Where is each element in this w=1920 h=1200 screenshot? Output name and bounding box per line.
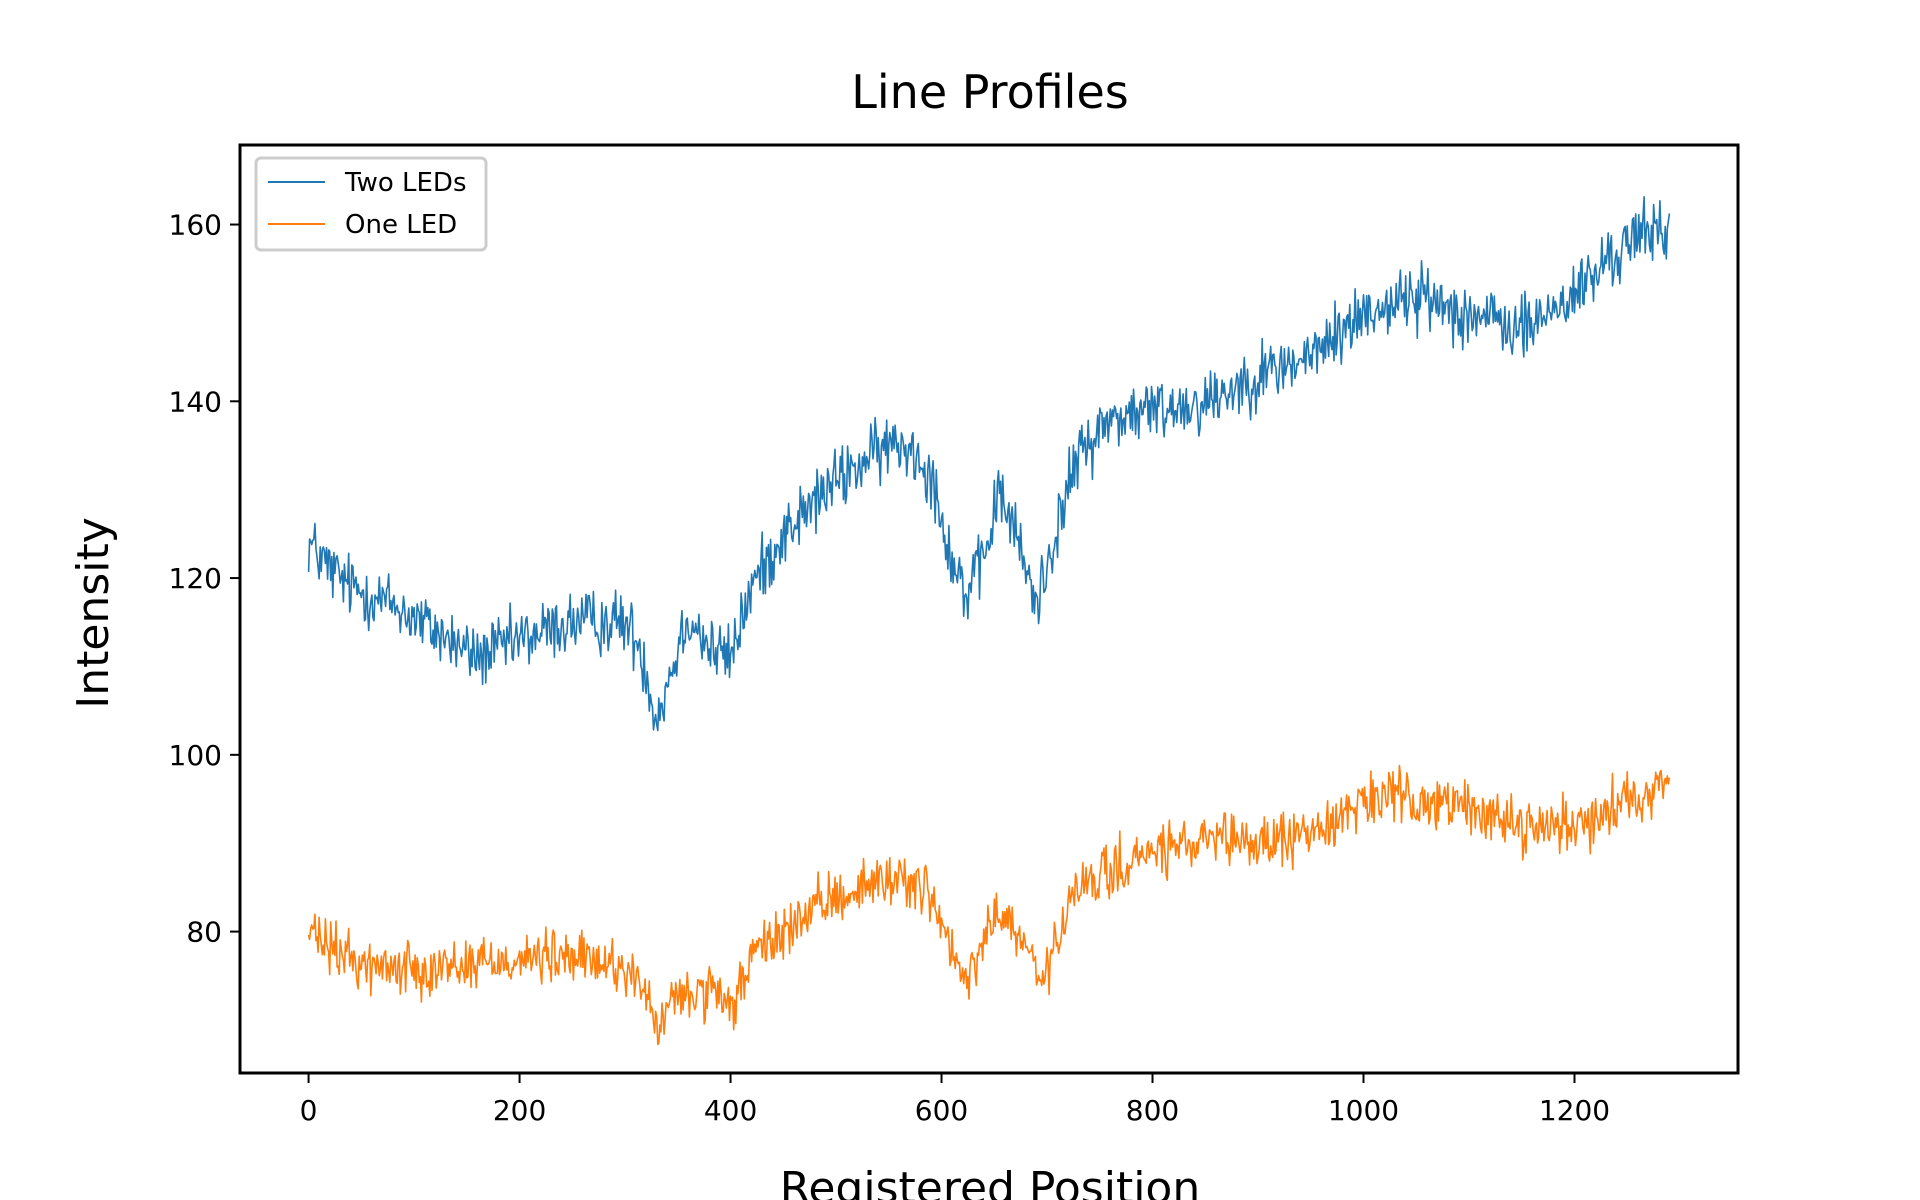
y-tick-label: 80 — [186, 916, 222, 949]
y-tick-label: 140 — [169, 385, 222, 418]
x-tick-label: 800 — [1126, 1094, 1179, 1127]
series-line-two-leds — [307, 196, 1671, 732]
legend-label-one-led: One LED — [345, 210, 457, 240]
y-tick-label: 100 — [169, 739, 222, 772]
chart-title: Line Profiles — [851, 65, 1128, 119]
x-tick-label: 0 — [300, 1094, 318, 1127]
legend: Two LEDs One LED — [254, 156, 488, 252]
x-tick-label: 400 — [704, 1094, 757, 1127]
y-axis-title: Intensity — [68, 517, 119, 709]
y-tick-label: 160 — [169, 209, 222, 242]
series-layer — [307, 196, 1671, 1046]
ticks-layer: 0 200 400 600 800 1000 1200 80 100 120 140 160 — [169, 209, 1611, 1127]
x-tick-label: 200 — [493, 1094, 546, 1127]
series-line-one-led — [307, 764, 1671, 1046]
x-tick-label: 600 — [915, 1094, 968, 1127]
plot-frame — [238, 143, 1740, 1075]
x-tick-label: 1000 — [1328, 1094, 1399, 1127]
legend-label-two-leds: Two LEDs — [344, 168, 467, 198]
x-axis-title: Registered Position — [780, 1163, 1201, 1200]
y-tick-label: 120 — [169, 562, 222, 595]
x-tick-label: 1200 — [1539, 1094, 1610, 1127]
